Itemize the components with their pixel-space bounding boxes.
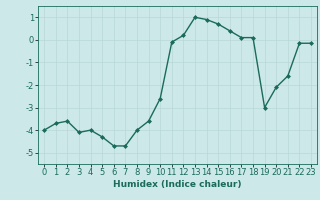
X-axis label: Humidex (Indice chaleur): Humidex (Indice chaleur) bbox=[113, 180, 242, 189]
